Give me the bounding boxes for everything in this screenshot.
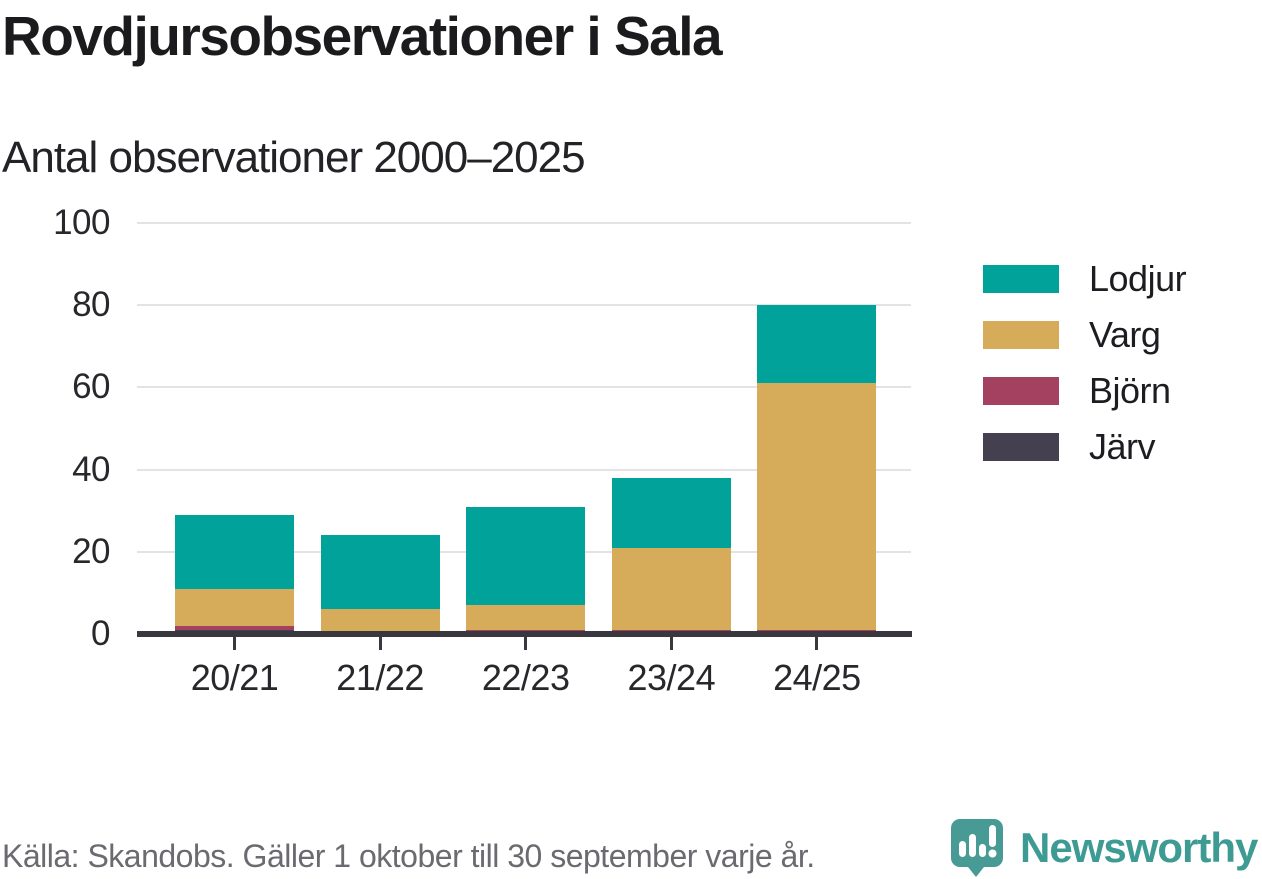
y-tick-label: 0 [91,614,110,653]
x-axis-line [137,631,912,637]
bar-segment-lodjur [611,477,731,548]
legend-item-björn: Björn [983,370,1186,411]
legend-swatch [983,377,1059,405]
x-tick-mark [815,637,819,650]
y-tick-label: 100 [53,203,110,242]
gridline-y-60 [137,386,911,389]
chart-subtitle: Antal observationer 2000–2025 [2,133,586,182]
y-tick-label: 20 [72,531,110,571]
brand-lockup: Newsworthy [950,818,1258,878]
bar-segment-lodjur [466,506,586,606]
x-tick-mark [669,637,673,650]
legend-item-lodjur: Lodjur [983,258,1187,299]
bar-segment-varg [175,588,294,626]
x-tick-label: 22/23 [481,657,570,698]
x-tick-mark [524,637,528,650]
bar-23-24 [611,477,731,634]
y-tick-label: 40 [72,449,110,489]
legend-label: Lodjur [1089,258,1187,299]
plot-area [137,222,911,634]
x-tick-label: 23/24 [627,657,716,698]
bar-24-25 [757,305,877,634]
legend-swatch [983,321,1059,349]
bar-21-22 [320,535,440,634]
bar-segment-varg [466,605,586,630]
brand-name: Newsworthy [1020,824,1258,871]
bar-segment-varg [320,609,440,634]
gridline-y-100 [137,222,911,224]
y-tick-label: 80 [72,285,110,325]
legend-swatch [983,433,1059,461]
bar-20-21 [175,514,294,634]
bar-segment-lodjur [757,305,877,384]
newsworthy-logo-icon [950,818,1004,878]
bar-segment-björn [175,625,294,630]
x-tick-label: 20/21 [190,657,279,698]
bar-segment-varg [757,383,877,630]
chart-title: Rovdjursobservationer i Sala [2,5,723,67]
bar-segment-varg [611,547,731,630]
legend-item-järv: Järv [983,426,1186,467]
legend: Lodjur Varg Björn Järv [983,258,1187,489]
x-tick-label: 21/22 [336,657,424,698]
legend-label: Varg [1089,314,1161,355]
legend-label: Järv [1089,426,1156,467]
legend-item-varg: Varg [983,314,1186,355]
gridline-y-40 [137,468,911,471]
source-text: Källa: Skandobs. Gäller 1 oktober till 3… [2,838,815,874]
x-tick-mark [378,637,382,650]
bar-segment-lodjur [320,535,440,610]
bar-22-23 [466,506,586,634]
y-tick-label: 60 [72,367,110,407]
legend-swatch [983,265,1059,293]
x-tick-label: 24/25 [773,657,861,698]
x-tick-mark [233,637,236,650]
bar-segment-lodjur [175,514,294,589]
gridline-y-80 [137,304,911,307]
legend-label: Björn [1089,370,1171,411]
